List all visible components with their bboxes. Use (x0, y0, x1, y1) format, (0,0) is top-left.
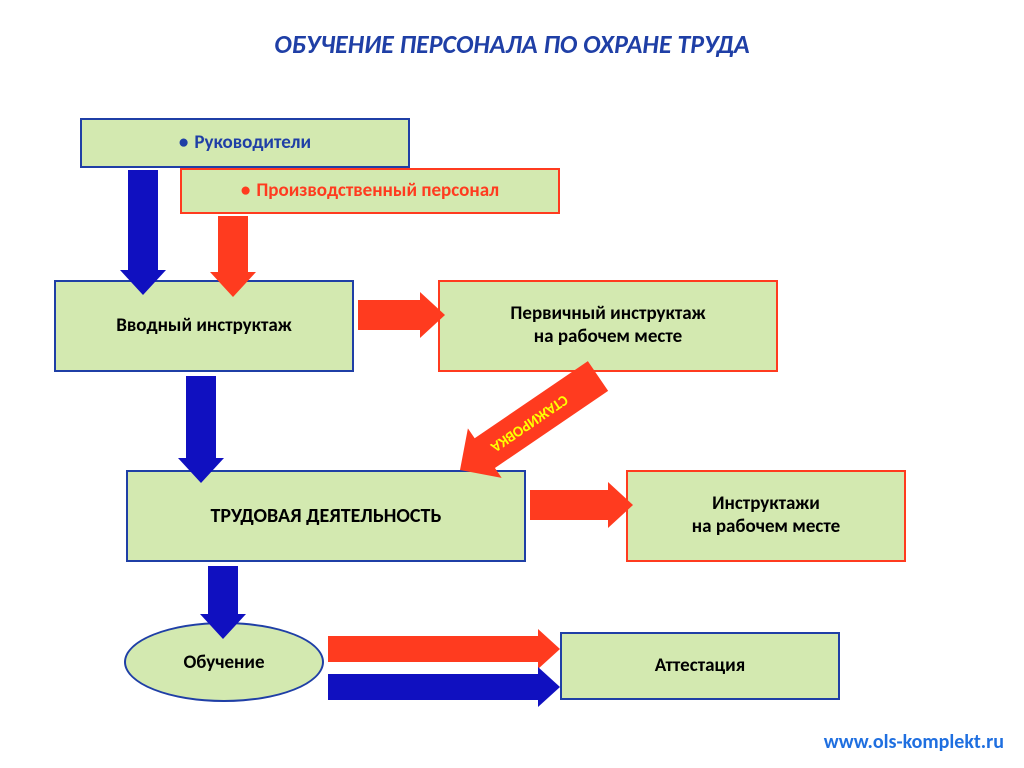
diagram-title: ОБУЧЕНИЕ ПЕРСОНАЛА ПО ОХРАНЕ ТРУДА (0, 28, 1024, 60)
box-attest-label: Аттестация (655, 655, 745, 678)
box-workplace-briefings: Инструктажина рабочем месте (626, 470, 906, 562)
box-workers-label: Производственный персонал (256, 179, 499, 202)
box-activity-label: ТРУДОВАЯ ДЕЯТЕЛЬНОСТЬ (211, 504, 442, 528)
box-attestation: Аттестация (560, 632, 840, 700)
bullet-icon: • (241, 180, 250, 203)
box-intro-briefing: Вводный инструктаж (54, 280, 354, 372)
box-managers-label: Руководители (194, 131, 311, 154)
footer-url: www.ols-komplekt.ru (824, 730, 1004, 754)
box-instruct-line2: на рабочем месте (692, 515, 840, 538)
box-managers: • Руководители (80, 118, 410, 168)
ellipse-training-label: Обучение (183, 651, 264, 674)
box-intro-label: Вводный инструктаж (116, 315, 292, 338)
bullet-icon: • (179, 132, 188, 155)
box-instruct-line1: Инструктажи (712, 492, 820, 515)
diagram-stage: { "page": { "width": 1024, "height": 768… (0, 0, 1024, 768)
box-workers: • Производственный персонал (180, 168, 560, 214)
box-primary-line1: Первичный инструктаж (510, 302, 705, 325)
